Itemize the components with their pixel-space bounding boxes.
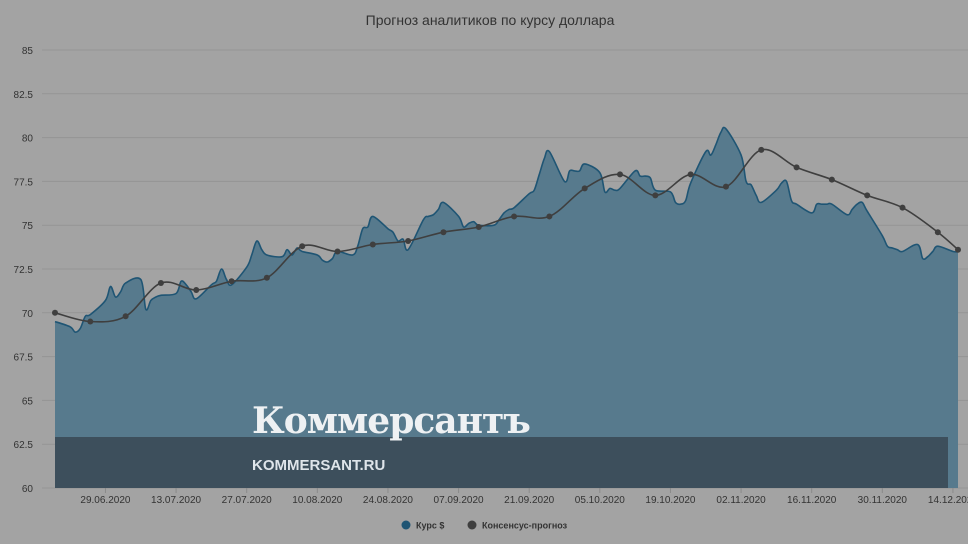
chart-title: Прогноз аналитиков по курсу доллара (366, 12, 615, 28)
x-tick-label: 27.07.2020 (222, 495, 272, 506)
rate-line (54, 126, 959, 333)
consensus-point (828, 176, 835, 183)
consensus-point (193, 287, 200, 294)
x-tick-label: 24.08.2020 (363, 495, 413, 506)
x-tick-label: 16.11.2020 (787, 495, 837, 506)
legend-label-rate: Курс $ (416, 521, 444, 531)
consensus-point (899, 204, 906, 211)
consensus-point (758, 146, 765, 153)
rate-area-fill (55, 127, 958, 489)
y-tick-label: 80 (22, 134, 34, 145)
consensus-point (405, 237, 412, 244)
consensus-point (934, 229, 941, 236)
y-tick-label: 60 (22, 484, 34, 495)
consensus-point (87, 318, 94, 325)
kommersant-url: KOMMERSANT.RU (252, 457, 386, 474)
legend-label-consensus: Консенсус-прогноз (482, 521, 568, 531)
consensus-point (546, 213, 553, 220)
x-tick-label: 30.11.2020 (858, 495, 908, 506)
consensus-point (52, 309, 58, 316)
consensus-point (299, 243, 306, 250)
y-tick-label: 72.5 (14, 265, 34, 276)
consensus-point (369, 241, 376, 248)
consensus-point (793, 164, 800, 171)
consensus-point (722, 183, 729, 190)
consensus-point (864, 192, 871, 199)
consensus-point (955, 246, 961, 253)
x-tick-label: 13.07.2020 (151, 495, 201, 506)
legend-marker-consensus (467, 520, 477, 530)
consensus-point (687, 171, 694, 178)
consensus-point (334, 248, 341, 255)
y-axis: 60 62.5 65 67.5 70 72.5 75 77.5 80 82.5 85 (14, 46, 34, 495)
watermark-banner (55, 437, 948, 488)
x-tick-label: 14.12.2020 (928, 495, 968, 506)
x-tick-label: 05.10.2020 (575, 495, 625, 506)
x-tick-label: 10.08.2020 (292, 495, 342, 506)
consensus-point (511, 213, 518, 220)
legend-marker-rate (401, 520, 411, 530)
y-tick-label: 67.5 (14, 353, 34, 364)
y-tick-label: 65 (22, 396, 34, 407)
y-tick-label: 82.5 (14, 90, 34, 101)
consensus-point (475, 223, 482, 230)
legend: Курс $ Консенсус-прогноз (401, 520, 568, 531)
y-tick-label: 77.5 (14, 177, 34, 188)
y-tick-label: 85 (22, 46, 34, 57)
plot-area (52, 126, 961, 489)
x-tick-label: 02.11.2020 (716, 495, 766, 506)
consensus-point (263, 274, 270, 281)
x-tick-label: 21.09.2020 (504, 495, 554, 506)
x-tick-label: 07.09.2020 (434, 495, 484, 506)
consensus-point (157, 280, 164, 287)
x-tick-label: 19.10.2020 (645, 495, 695, 506)
consensus-point (440, 229, 447, 236)
kommersant-logo: Коммерсантъ (252, 400, 531, 442)
consensus-point (581, 185, 588, 192)
consensus-point (122, 313, 129, 320)
x-axis: 29.06.2020 13.07.2020 27.07.2020 10.08.2020… (80, 488, 968, 506)
x-tick-label: 29.06.2020 (80, 495, 130, 506)
consensus-point (617, 171, 624, 178)
y-tick-label: 75 (22, 221, 34, 232)
y-tick-label: 62.5 (14, 440, 34, 451)
consensus-point (652, 192, 659, 199)
consensus-point (228, 278, 235, 285)
y-tick-label: 70 (22, 309, 34, 320)
